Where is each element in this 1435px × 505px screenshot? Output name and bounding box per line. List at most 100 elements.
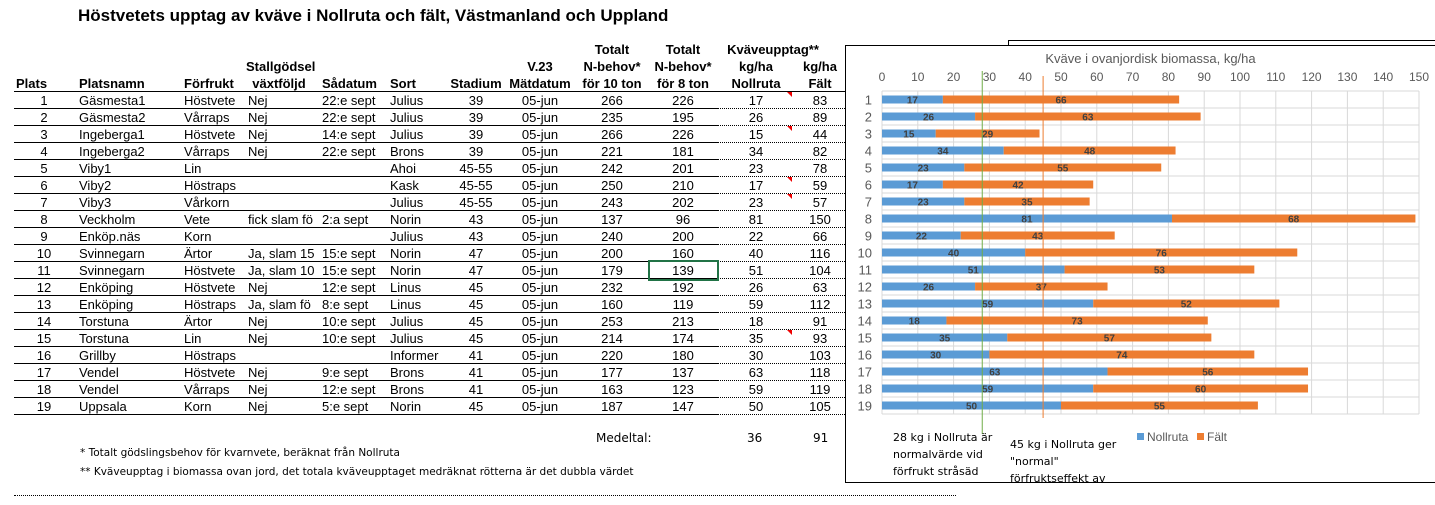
cell-nbehov8[interactable]: 200 <box>672 229 694 244</box>
cell-stadium[interactable]: 47 <box>468 246 484 261</box>
cell-platsnamn[interactable]: Uppsala <box>79 399 127 414</box>
cell-falt[interactable]: 78 <box>812 161 828 176</box>
cell-forfrukt[interactable]: Vårraps <box>184 382 230 397</box>
cell-falt[interactable]: 104 <box>809 263 831 278</box>
cell-plats[interactable]: 18 <box>36 382 52 397</box>
cell-stallgodsel[interactable]: Nej <box>248 331 268 346</box>
comment-indicator-icon[interactable] <box>787 330 792 335</box>
cell-sadatum[interactable]: 12:e sept <box>322 382 376 397</box>
cell-platsnamn[interactable]: Grillby <box>79 348 116 363</box>
cell-stadium[interactable]: 45 <box>468 297 484 312</box>
cell-sort[interactable]: Norin <box>390 399 422 414</box>
cell-nbehov8[interactable]: 96 <box>675 212 691 227</box>
cell-plats[interactable]: 1 <box>40 93 48 108</box>
cell-sadatum[interactable]: 15:e sept <box>322 246 376 261</box>
cell-nbehov8[interactable]: 202 <box>672 195 694 210</box>
cell-nbehov10[interactable]: 220 <box>601 348 623 363</box>
cell-nbehov10[interactable]: 179 <box>601 263 623 278</box>
cell-falt[interactable]: 59 <box>812 178 828 193</box>
cell-plats[interactable]: 14 <box>36 314 52 329</box>
cell-nbehov8[interactable]: 201 <box>672 161 694 176</box>
cell-sort[interactable]: Linus <box>390 280 422 295</box>
cell-nbehov8[interactable]: 181 <box>672 144 694 159</box>
cell-nollruta[interactable]: 35 <box>748 331 764 346</box>
cell-nbehov10[interactable]: 243 <box>601 195 623 210</box>
cell-stadium[interactable]: 41 <box>468 382 484 397</box>
cell-plats[interactable]: 16 <box>36 348 52 363</box>
comment-indicator-icon[interactable] <box>787 194 792 199</box>
cell-sort[interactable]: Norin <box>390 263 422 278</box>
selected-cell[interactable] <box>648 260 719 281</box>
cell-matdatum[interactable]: 05-jun <box>521 314 559 329</box>
cell-falt[interactable]: 44 <box>812 127 828 142</box>
cell-nbehov10[interactable]: 250 <box>601 178 623 193</box>
cell-sort[interactable]: Julius <box>390 229 424 244</box>
cell-forfrukt[interactable]: Höstraps <box>184 297 237 312</box>
cell-plats[interactable]: 2 <box>40 110 48 125</box>
cell-nbehov8[interactable]: 226 <box>672 127 694 142</box>
cell-sort[interactable]: Julius <box>390 127 424 142</box>
cell-stallgodsel[interactable]: Ja, slam fö <box>248 297 311 312</box>
cell-matdatum[interactable]: 05-jun <box>521 127 559 142</box>
cell-sadatum[interactable]: 9:e sept <box>322 365 369 380</box>
cell-forfrukt[interactable]: Vårraps <box>184 110 230 125</box>
cell-nbehov10[interactable]: 214 <box>601 331 623 346</box>
cell-nbehov10[interactable]: 137 <box>601 212 623 227</box>
cell-forfrukt[interactable]: Korn <box>184 399 212 414</box>
cell-nbehov10[interactable]: 177 <box>601 365 623 380</box>
cell-nollruta[interactable]: 15 <box>748 127 764 142</box>
cell-sort[interactable]: Julius <box>390 110 424 125</box>
cell-platsnamn[interactable]: Viby1 <box>79 161 112 176</box>
cell-stallgodsel[interactable]: fick slam fö <box>248 212 314 227</box>
cell-falt[interactable]: 118 <box>809 365 831 380</box>
cell-stallgodsel[interactable]: Nej <box>248 365 268 380</box>
cell-plats[interactable]: 5 <box>40 161 48 176</box>
cell-matdatum[interactable]: 05-jun <box>521 382 559 397</box>
cell-forfrukt[interactable]: Lin <box>184 331 202 346</box>
cell-plats[interactable]: 19 <box>36 399 52 414</box>
cell-nbehov10[interactable]: 266 <box>601 127 623 142</box>
cell-sort[interactable]: Brons <box>390 382 424 397</box>
cell-stallgodsel[interactable]: Nej <box>248 280 268 295</box>
cell-sadatum[interactable]: 8:e sept <box>322 297 369 312</box>
cell-nollruta[interactable]: 18 <box>748 314 764 329</box>
cell-stallgodsel[interactable]: Nej <box>248 93 268 108</box>
cell-stadium[interactable]: 41 <box>468 365 484 380</box>
cell-falt[interactable]: 63 <box>812 280 828 295</box>
cell-forfrukt[interactable]: Höstvete <box>184 127 236 142</box>
cell-sort[interactable]: Julius <box>390 331 424 346</box>
cell-forfrukt[interactable]: Korn <box>184 229 212 244</box>
cell-stallgodsel[interactable]: Nej <box>248 314 268 329</box>
cell-nbehov8[interactable]: 180 <box>672 348 694 363</box>
cell-forfrukt[interactable]: Vårkorn <box>184 195 230 210</box>
cell-sadatum[interactable]: 10:e sept <box>322 314 376 329</box>
cell-nollruta[interactable]: 22 <box>748 229 764 244</box>
cell-platsnamn[interactable]: Ingeberga2 <box>79 144 145 159</box>
cell-nbehov10[interactable]: 160 <box>601 297 623 312</box>
cell-falt[interactable]: 83 <box>812 93 828 108</box>
cell-stallgodsel[interactable]: Ja, slam 15 <box>248 246 314 261</box>
cell-nbehov10[interactable]: 232 <box>601 280 623 295</box>
cell-plats[interactable]: 12 <box>36 280 52 295</box>
cell-sadatum[interactable]: 12:e sept <box>322 280 376 295</box>
cell-falt[interactable]: 82 <box>812 144 828 159</box>
cell-falt[interactable]: 57 <box>812 195 828 210</box>
cell-matdatum[interactable]: 05-jun <box>521 348 559 363</box>
cell-forfrukt[interactable]: Ärtor <box>184 246 213 261</box>
cell-plats[interactable]: 3 <box>40 127 48 142</box>
cell-falt[interactable]: 119 <box>809 382 831 397</box>
cell-plats[interactable]: 8 <box>40 212 48 227</box>
cell-sadatum[interactable]: 22:e sept <box>322 93 376 108</box>
cell-nollruta[interactable]: 50 <box>748 399 764 414</box>
cell-nbehov8[interactable]: 139 <box>672 263 694 278</box>
cell-platsnamn[interactable]: Svinnegarn <box>79 246 145 261</box>
cell-plats[interactable]: 17 <box>36 365 52 380</box>
cell-platsnamn[interactable]: Gäsmesta1 <box>79 93 146 108</box>
cell-sadatum[interactable]: 2:a sept <box>322 212 369 227</box>
cell-plats[interactable]: 4 <box>40 144 48 159</box>
cell-nollruta[interactable]: 17 <box>748 178 764 193</box>
cell-sort[interactable]: Norin <box>390 212 422 227</box>
cell-plats[interactable]: 10 <box>36 246 52 261</box>
cell-forfrukt[interactable]: Höstraps <box>184 178 237 193</box>
cell-nollruta[interactable]: 26 <box>748 110 764 125</box>
